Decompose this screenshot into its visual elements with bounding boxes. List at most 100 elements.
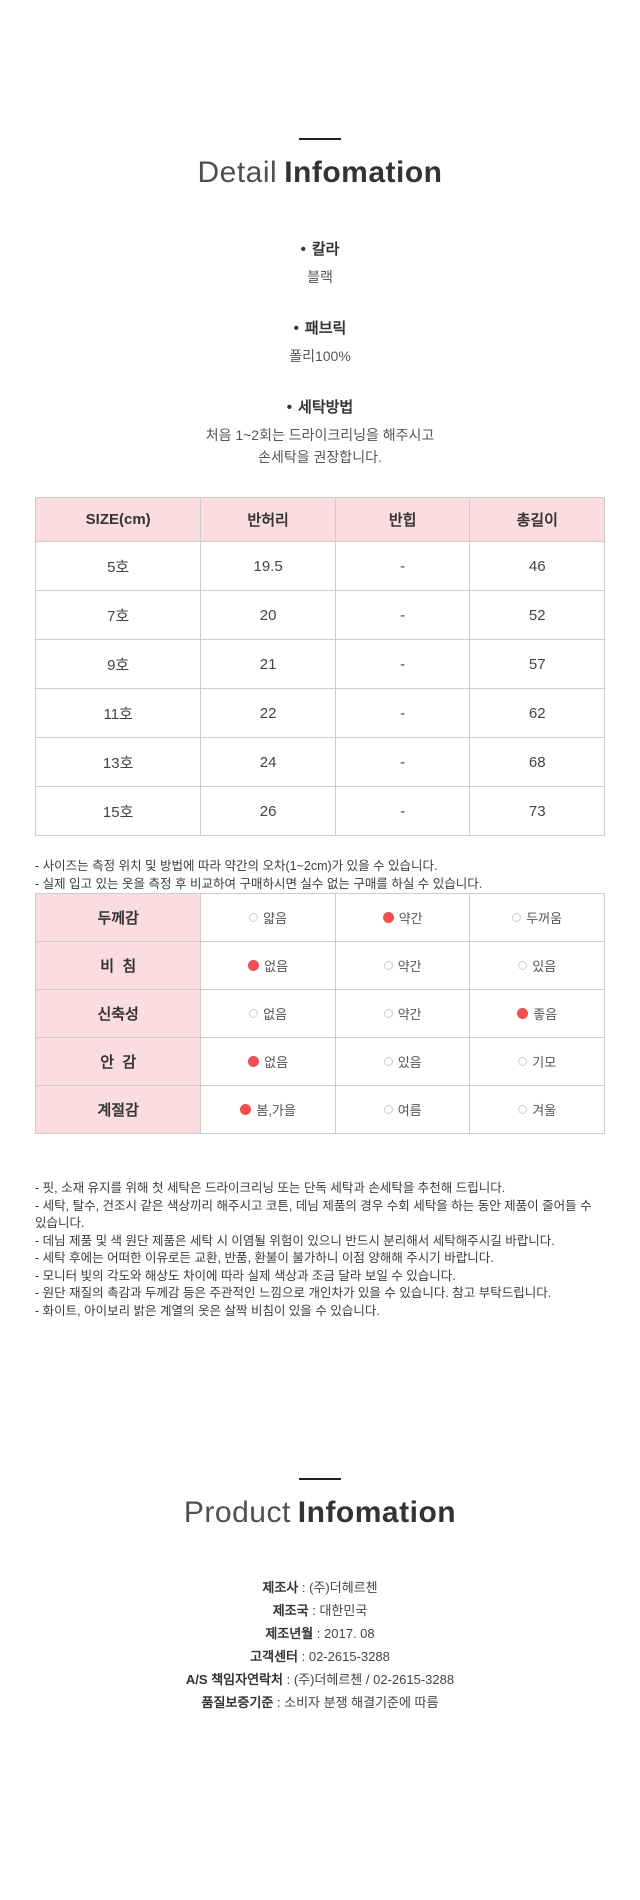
table-row: 11호 22-62 xyxy=(34,688,605,738)
fabric-option-label: 겨울 xyxy=(532,1103,557,1118)
product-info-line: 제조사 : (주)더헤르첸 xyxy=(0,1576,640,1599)
fabric-row-label: 안 감 xyxy=(34,1037,202,1086)
fabric-option-label: 좋음 xyxy=(533,1007,558,1022)
fabric-option-label: 약간 xyxy=(397,959,422,974)
info-separator: : xyxy=(308,1603,320,1618)
fabric-option-cell: 얇음 xyxy=(200,893,336,942)
size-table-header-cell: 반허리 xyxy=(200,497,336,542)
table-row: 안 감 없음 있음 기모 xyxy=(34,1037,605,1086)
fabric-option: 봄,가을 xyxy=(240,1100,296,1119)
fabric-option: 없음 xyxy=(248,956,288,975)
fabric-option-label: 여름 xyxy=(397,1103,422,1118)
product-info-title: Product Infomation xyxy=(0,1496,640,1530)
fabric-option-label: 있음 xyxy=(397,1055,422,1070)
unselected-radio-dot-icon xyxy=(518,1105,528,1114)
spec-line: 폴리100% xyxy=(289,348,351,364)
spec-line: 블랙 xyxy=(307,269,333,285)
spec-title-text: 세탁방법 xyxy=(298,399,354,416)
table-row: 13호 24-68 xyxy=(34,737,605,787)
size-notes: - 사이즈는 측정 위치 및 방법에 따라 약간의 오차(1~2cm)가 있을 … xyxy=(35,858,605,893)
fabric-option-cell: 없음 xyxy=(200,989,336,1038)
fabric-option-cell: 있음 xyxy=(334,1037,471,1086)
fabric-option-label: 약간 xyxy=(397,1007,422,1022)
fabric-option-cell: 약간 xyxy=(334,989,471,1038)
fabric-option-label: 약간 xyxy=(398,911,423,926)
size-table-cell: 26 xyxy=(200,786,336,836)
spec-title-text: 칼라 xyxy=(311,241,340,258)
fabric-option-label: 없음 xyxy=(263,1007,288,1022)
table-row: 두께감 얇음 약간 두꺼움 xyxy=(34,893,605,942)
size-table-cell: - xyxy=(334,786,471,836)
note-line: - 모니터 빛의 각도와 해상도 차이에 따라 실제 색상과 조금 달라 보일 … xyxy=(35,1268,456,1283)
product-title-light: Product xyxy=(183,1496,291,1529)
fabric-option: 좋음 xyxy=(517,1004,557,1023)
fabric-option: 얇음 xyxy=(249,908,287,927)
product-info-line: 제조국 : 대한민국 xyxy=(0,1599,640,1622)
product-info-line: 제조년월 : 2017. 08 xyxy=(0,1622,640,1645)
product-info-line: 고객센터 : 02-2615-3288 xyxy=(0,1645,640,1668)
fabric-option-cell: 없음 xyxy=(200,1037,336,1086)
product-info-list: 제조사 : (주)더헤르첸 제조국 : 대한민국 제조년월 : 2017. 08 고객… xyxy=(0,1576,640,1714)
fabric-option-cell: 봄,가을 xyxy=(200,1085,336,1134)
note-line: - 화이트, 아이보리 밝은 계열의 옷은 살짝 비침이 있을 수 있습니다. xyxy=(35,1303,380,1318)
size-table-cell: 22 xyxy=(200,688,336,738)
fabric-option-cell: 기모 xyxy=(469,1037,605,1086)
fabric-option: 없음 xyxy=(248,1052,288,1071)
detail-title-light: Detail xyxy=(197,156,278,189)
fabric-option-cell: 있음 xyxy=(469,941,605,990)
spec-list: • 칼라 블랙 • 패브릭 폴리100% • 세탁방법 처음 1~2회는 드라이크리닝을 해주시… xyxy=(0,238,640,468)
selected-radio-dot-icon xyxy=(517,1008,529,1019)
size-table-cell: 11호 xyxy=(34,688,202,738)
size-table-cell: 19.5 xyxy=(200,541,336,591)
product-info-section-header: Product Infomation xyxy=(0,1320,640,1530)
fabric-option-cell: 좋음 xyxy=(469,989,605,1038)
size-table-header-cell: SIZE(cm) xyxy=(34,497,202,542)
fabric-option-label: 두꺼움 xyxy=(526,911,563,926)
size-table-header-cell: 총길이 xyxy=(469,497,605,542)
product-info-value: (주)더헤르첸 xyxy=(309,1580,378,1595)
product-title-bold: Infomation xyxy=(297,1496,457,1529)
fabric-option: 두꺼움 xyxy=(512,908,562,927)
fabric-row-label: 비 침 xyxy=(34,941,202,990)
fabric-option-label: 얇음 xyxy=(263,911,288,926)
fabric-property-table: 두께감 얇음 약간 두꺼움 비 침 없음 약간 있음 신축성 없음 약간 좋음 안 감 없음 있음 기모 계절감… xyxy=(34,893,605,1134)
size-table-cell: 5호 xyxy=(34,541,202,591)
size-table-cell: 57 xyxy=(469,639,605,689)
fabric-option: 없음 xyxy=(249,1004,287,1023)
detail-title-bold: Infomation xyxy=(284,156,443,189)
product-info-label: 제조년월 xyxy=(265,1626,314,1641)
header-rule xyxy=(299,138,341,140)
size-table-cell: 9호 xyxy=(34,639,202,689)
fabric-option: 겨울 xyxy=(518,1100,556,1119)
product-info-label: 품질보증기준 xyxy=(201,1695,274,1710)
note-line: - 세탁, 탈수, 건조시 같은 색상끼리 해주시고 코튼, 데님 제품의 경우… xyxy=(35,1198,592,1231)
product-info-label: 제조국 xyxy=(272,1603,309,1618)
table-row: 9호 21-57 xyxy=(34,639,605,689)
unselected-radio-dot-icon xyxy=(249,913,259,922)
unselected-radio-dot-icon xyxy=(383,961,393,970)
size-table-cell: - xyxy=(334,590,471,640)
size-table-cell: 68 xyxy=(469,737,605,787)
spec-item-title: • 세탁방법 xyxy=(0,396,640,417)
size-table-cell: - xyxy=(334,639,471,689)
unselected-radio-dot-icon xyxy=(249,1009,259,1018)
unselected-radio-dot-icon xyxy=(512,913,522,922)
size-table-cell: 7호 xyxy=(34,590,202,640)
selected-radio-dot-icon xyxy=(240,1104,252,1115)
bullet-dot-icon: • xyxy=(293,320,299,337)
fabric-option: 약간 xyxy=(383,956,422,975)
size-table-cell: 15호 xyxy=(34,786,202,836)
fabric-option-label: 봄,가을 xyxy=(256,1103,296,1118)
fabric-option-cell: 두꺼움 xyxy=(469,893,605,942)
info-separator: : xyxy=(298,1580,310,1595)
spec-item-title: • 패브릭 xyxy=(0,317,640,338)
bullet-dot-icon: • xyxy=(286,399,293,416)
fabric-option: 있음 xyxy=(383,1052,422,1071)
table-row: 15호 26-73 xyxy=(34,786,605,836)
fabric-option-label: 없음 xyxy=(264,1055,289,1070)
fabric-row-label: 두께감 xyxy=(34,893,202,942)
product-info-value: 02-2615-3288 xyxy=(308,1649,390,1664)
size-table-cell: - xyxy=(334,688,471,738)
fabric-option-cell: 약간 xyxy=(334,941,471,990)
product-info-value: (주)더헤르첸 / 02-2615-3288 xyxy=(293,1672,455,1687)
